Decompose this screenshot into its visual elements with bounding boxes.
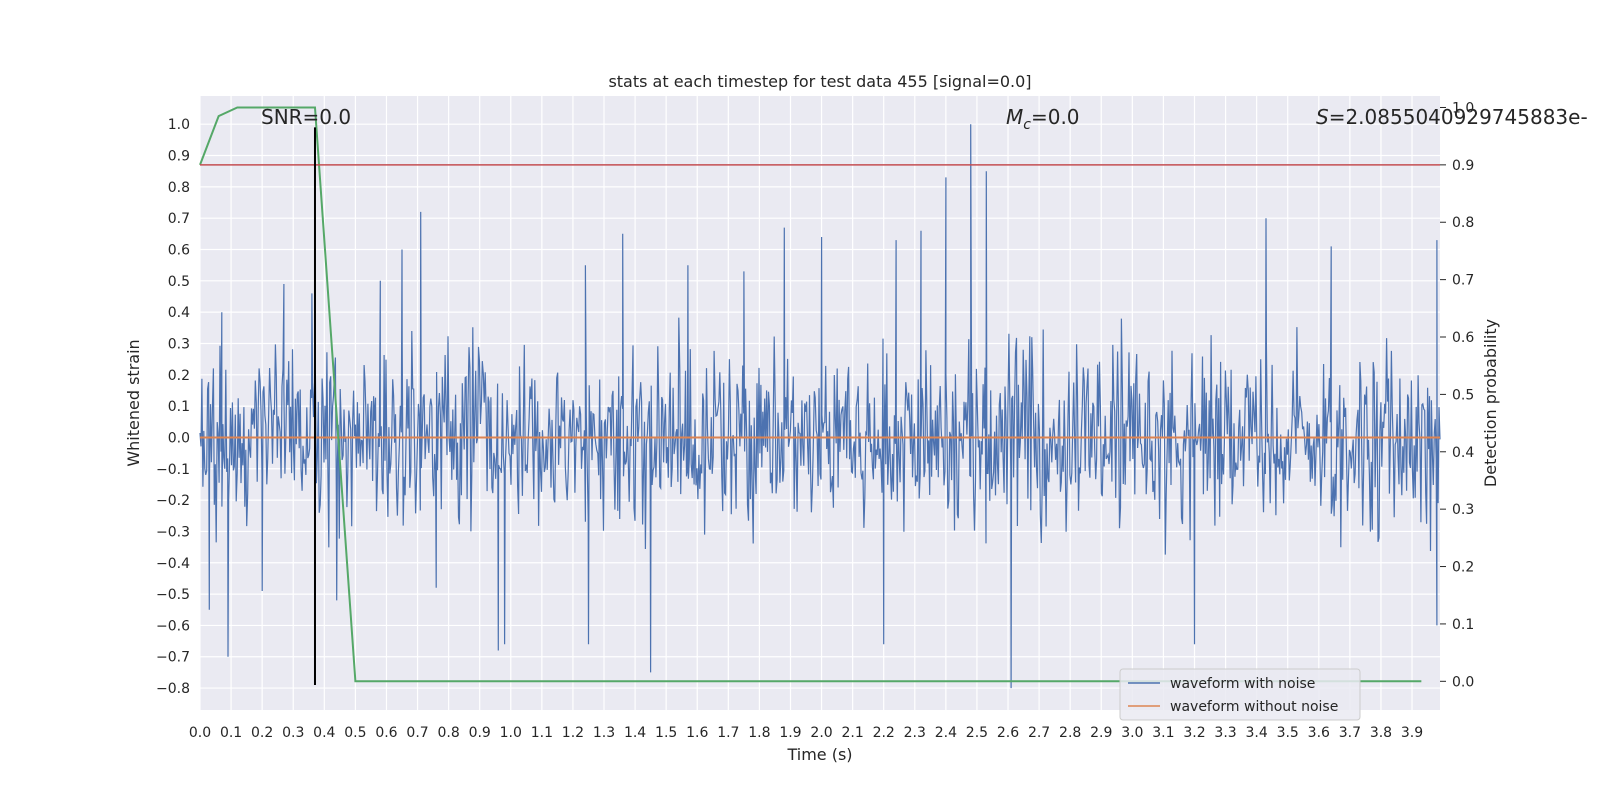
legend-label-noise: waveform with noise: [1170, 676, 1315, 692]
x-tick-label: 2.7: [1028, 725, 1050, 741]
s-annotation: S=2.0855040929745883e-: [1316, 105, 1588, 129]
x-tick-label: 0.1: [220, 725, 242, 741]
x-tick-label: 0.5: [344, 725, 366, 741]
x-tick-label: 2.1: [841, 725, 863, 741]
x-tick-label: 0.0: [189, 725, 211, 741]
chart-title: stats at each timestep for test data 455…: [608, 72, 1031, 91]
x-tick-labels: 0.0 0.1 0.2 0.3 0.4 0.5 0.6 0.7 0.8 0.9 1.0 1.1 1.2 1…: [189, 725, 1423, 741]
y-tick-label: 0.0: [168, 430, 190, 446]
legend-box: [1119, 668, 1361, 721]
x-tick-label: 0.3: [282, 725, 304, 741]
x-tick-label: 1.1: [531, 725, 553, 741]
y2-tick-label: 0.2: [1452, 560, 1474, 576]
snr-annotation: SNR=0.0: [261, 105, 351, 129]
x-axis-label: Time (s): [786, 745, 852, 764]
y2-tick-label: 0.9: [1452, 158, 1474, 174]
x-tick-label: 0.6: [375, 725, 397, 741]
x-tick-label: 3.7: [1339, 725, 1361, 741]
y-tick-label: 0.1: [168, 399, 190, 415]
x-tick-label: 3.9: [1401, 725, 1423, 741]
y2-tick-label: 0.6: [1452, 330, 1474, 346]
mc-subscript: c: [1023, 117, 1031, 133]
y-tick-label: 0.7: [168, 211, 190, 227]
x-tick-label: 1.2: [562, 725, 584, 741]
x-tick-label: 0.2: [251, 725, 273, 741]
x-tick-label: 1.7: [717, 725, 739, 741]
x-tick-label: 2.4: [935, 725, 957, 741]
x-tick-label: 0.7: [406, 725, 428, 741]
legend-label-clean: waveform without noise: [1170, 699, 1338, 715]
x-tick-label: 3.8: [1370, 725, 1392, 741]
x-tick-label: 2.9: [1090, 725, 1112, 741]
y2-tick-label: 0.3: [1452, 502, 1474, 518]
y-tick-label: 0.5: [168, 274, 190, 290]
x-tick-label: 3.4: [1246, 725, 1268, 741]
x-tick-label: 1.8: [748, 725, 770, 741]
x-tick-label: 0.9: [469, 725, 491, 741]
x-tick-label: 3.6: [1308, 725, 1330, 741]
y-tick-label: −0.2: [156, 493, 190, 509]
series-layer: [199, 106, 1441, 689]
x-tick-label: 2.3: [904, 725, 926, 741]
y2-tick-label: 0.5: [1452, 387, 1474, 403]
y-tick-label: −0.1: [156, 462, 190, 478]
s-symbol: S: [1316, 105, 1329, 129]
y2-tick-label: 0.0: [1452, 674, 1474, 690]
y-tick-label: −0.4: [156, 556, 190, 572]
x-tick-label: 2.6: [997, 725, 1019, 741]
y-tick-label: 0.3: [168, 336, 190, 352]
x-tick-label: 0.4: [313, 725, 335, 741]
s-value: =2.0855040929745883e-: [1329, 105, 1588, 129]
series-waveform-with-noise: [199, 124, 1441, 689]
x-tick-label: 0.8: [437, 725, 459, 741]
x-tick-label: 1.6: [686, 725, 708, 741]
y-tick-label: −0.8: [156, 681, 190, 697]
x-tick-label: 3.1: [1152, 725, 1174, 741]
x-tick-label: 1.4: [624, 725, 646, 741]
y2-tick-label: 0.7: [1452, 273, 1474, 289]
y-tick-label: 0.8: [168, 180, 190, 196]
x-tick-label: 1.3: [593, 725, 615, 741]
y2-tick-labels: 1.0 0.9 0.8 0.7 0.6 0.5 0.4 0.3 0.2 0.1 0.0: [1440, 100, 1474, 690]
y-tick-label: −0.7: [156, 650, 190, 666]
y-tick-label: −0.5: [156, 587, 190, 603]
mc-value: =0.0: [1031, 105, 1080, 129]
y-tick-label: 0.2: [168, 368, 190, 384]
y-axis-label: Whitened strain: [124, 339, 143, 466]
x-tick-label: 1.9: [779, 725, 801, 741]
y-tick-label: 0.4: [168, 305, 190, 321]
x-tick-label: 1.0: [500, 725, 522, 741]
x-tick-label: 3.5: [1277, 725, 1299, 741]
series-detection-probability: [199, 106, 1422, 683]
y-tick-label: 1.0: [168, 117, 190, 133]
y-tick-label: −0.3: [156, 524, 190, 540]
mc-symbol: M: [1006, 105, 1023, 129]
y2-axis-label: Detection probability: [1481, 319, 1500, 487]
y2-tick-label: 0.4: [1452, 445, 1474, 461]
mc-annotation: Mc=0.0: [1006, 105, 1080, 133]
y2-tick-label: 1.0: [1452, 100, 1474, 116]
x-tick-label: 1.5: [655, 725, 677, 741]
y2-tick-label: 0.8: [1452, 215, 1474, 231]
y-tick-labels: 1.0 0.9 0.8 0.7 0.6 0.5 0.4 0.3 0.2 0.1 0.0 −0.1 −0.…: [156, 117, 190, 697]
y-tick-label: −0.6: [156, 618, 190, 634]
x-tick-label: 2.5: [966, 725, 988, 741]
x-tick-label: 3.2: [1183, 725, 1205, 741]
x-tick-label: 2.2: [873, 725, 895, 741]
y-tick-label: 0.6: [168, 243, 190, 259]
x-tick-label: 2.8: [1059, 725, 1081, 741]
x-tick-label: 3.3: [1214, 725, 1236, 741]
x-tick-label: 2.0: [810, 725, 832, 741]
y-tick-label: 0.9: [168, 149, 190, 165]
y2-tick-label: 0.1: [1452, 617, 1474, 633]
x-tick-label: 3.0: [1121, 725, 1143, 741]
legend: waveform with noise waveform without noi…: [1119, 668, 1361, 721]
